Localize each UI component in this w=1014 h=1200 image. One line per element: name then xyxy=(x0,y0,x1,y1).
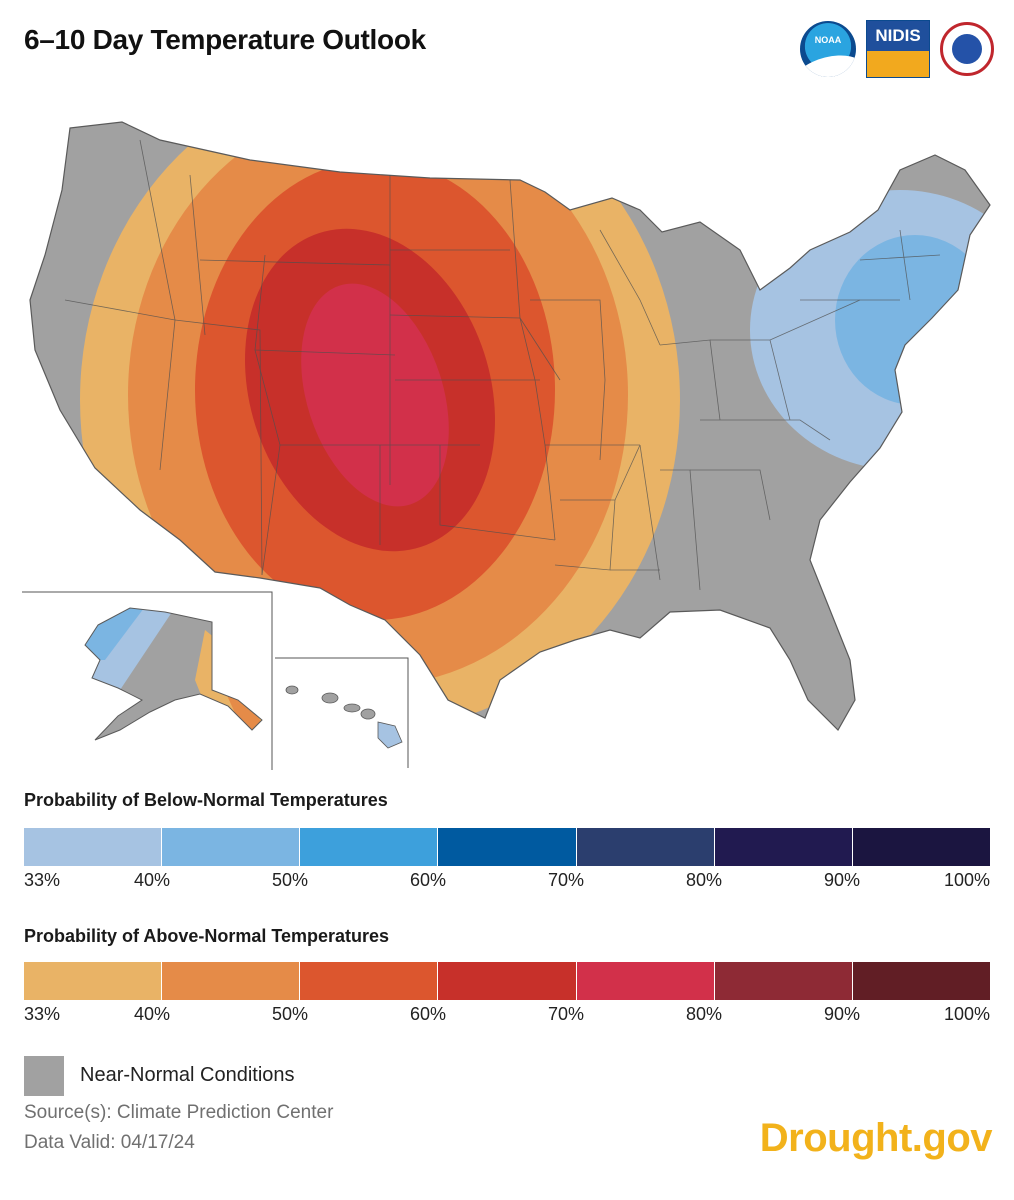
below-tick-label: 33% xyxy=(24,870,61,890)
above-tick-label: 60% xyxy=(410,1004,447,1024)
below-80-90-swatch xyxy=(714,828,853,866)
nws-logo xyxy=(940,22,994,76)
below-tick-label: 90% xyxy=(824,870,861,890)
above-tick-label: 50% xyxy=(272,1004,309,1024)
above-33-40-swatch xyxy=(24,962,163,1000)
drought-gov-brand: Drought.gov xyxy=(759,1116,993,1160)
below-50-60-swatch xyxy=(300,828,439,866)
below-tick-label: 40% xyxy=(134,870,171,890)
state-borders xyxy=(64,139,941,591)
below-tick-label: 100% xyxy=(943,870,990,890)
page-title: 6–10 Day Temperature Outlook xyxy=(24,24,426,55)
above-70-80-band xyxy=(301,283,449,507)
conus-outline xyxy=(29,121,991,731)
alaska-outline xyxy=(84,607,263,741)
nidis-logo: NIDIS xyxy=(866,20,930,78)
outlook-map xyxy=(22,121,991,770)
above-tick-label: 100% xyxy=(943,1004,990,1024)
above-tick-label: 70% xyxy=(548,1004,585,1024)
below-60-70-swatch xyxy=(438,828,577,866)
below-tick-label: 80% xyxy=(686,870,723,890)
logo-group: NOAA NIDIS xyxy=(800,20,994,78)
above-90-100-swatch xyxy=(852,962,990,1000)
hawaii-inset-frame xyxy=(275,657,409,768)
below-90-100-swatch xyxy=(852,828,990,866)
below-normal-ticks: 33% 40% 50% 60% 70% 80% 90% 100% xyxy=(24,870,990,894)
below-normal-color-bar xyxy=(24,828,990,866)
below-normal-legend-title: Probability of Below-Normal Temperatures xyxy=(24,790,388,810)
near-normal-swatch xyxy=(24,1056,64,1096)
above-normal-color-bar xyxy=(24,962,990,1000)
above-tick-label: 33% xyxy=(24,1004,61,1024)
below-tick-label: 60% xyxy=(410,870,447,890)
noaa-logo: NOAA xyxy=(800,21,856,77)
source-text: Source(s): Climate Prediction Center xyxy=(24,1102,334,1123)
above-tick-label: 80% xyxy=(686,1004,723,1024)
above-70-80-swatch xyxy=(576,962,715,1000)
below-tick-label: 70% xyxy=(548,870,585,890)
above-normal-legend-title: Probability of Above-Normal Temperatures xyxy=(24,926,390,946)
above-80-90-swatch xyxy=(714,962,853,1000)
nidis-logo-text: NIDIS xyxy=(867,21,929,51)
above-tick-label: 90% xyxy=(824,1004,861,1024)
hawaii-map xyxy=(285,685,403,749)
noaa-logo-text: NOAA xyxy=(814,35,842,45)
above-tick-label: 40% xyxy=(134,1004,171,1024)
below-40-50-swatch xyxy=(162,828,301,866)
below-33-40-swatch xyxy=(24,828,163,866)
above-40-50-swatch xyxy=(162,962,301,1000)
above-50-60-swatch xyxy=(300,962,439,1000)
alaska-inset-frame xyxy=(22,591,273,770)
near-normal-label: Near-Normal Conditions xyxy=(80,1064,295,1086)
below-40-50-band xyxy=(835,235,990,405)
below-tick-label: 50% xyxy=(272,870,309,890)
below-70-80-swatch xyxy=(576,828,715,866)
above-60-70-swatch xyxy=(438,962,577,1000)
data-valid-date: Data Valid: 04/17/24 xyxy=(24,1132,195,1153)
above-normal-ticks: 33% 40% 50% 60% 70% 80% 90% 100% xyxy=(24,1004,990,1028)
